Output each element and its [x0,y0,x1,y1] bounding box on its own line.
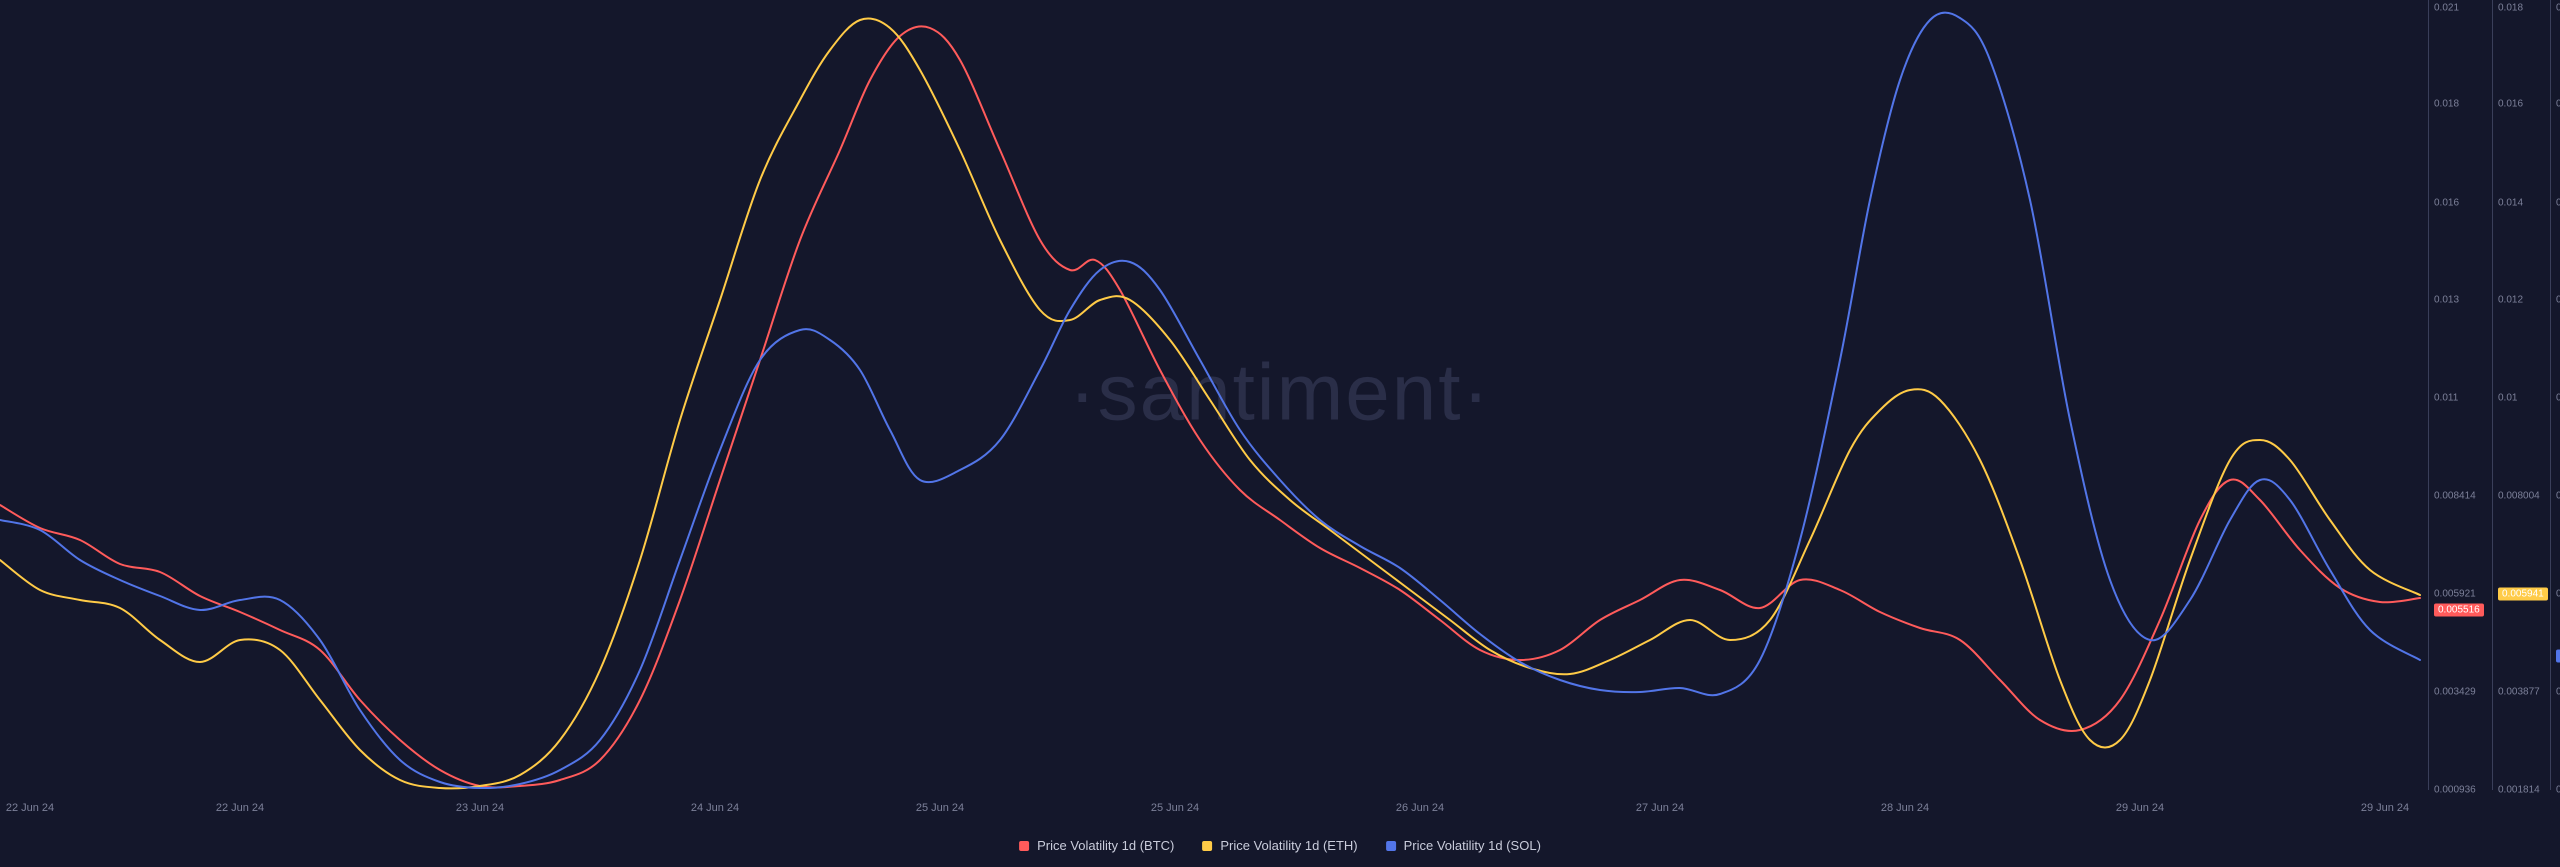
legend-item-sol[interactable]: Price Volatility 1d (SOL) [1386,838,1541,853]
x-tick-label: 22 Jun 24 [6,802,54,814]
y-axis-separator [2550,0,2551,790]
legend: Price Volatility 1d (BTC) Price Volatili… [1019,838,1541,853]
y-tick-label: 0.021 [2434,3,2459,14]
y-tick-label: 0.00692 [2556,687,2560,698]
y-tick-label: 0.012 [2556,589,2560,600]
x-tick-label: 26 Jun 24 [1396,802,1444,814]
x-tick-label: 27 Jun 24 [1636,802,1684,814]
y-tick-label: 0.011 [2434,393,2458,404]
y-tick-label: 0.018 [2498,3,2523,14]
x-tick-label: 23 Jun 24 [456,802,504,814]
y-tick-label: 0.008414 [2434,491,2476,502]
y-tick-label: 0.003429 [2434,687,2476,698]
legend-item-eth[interactable]: Price Volatility 1d (ETH) [1202,838,1357,853]
legend-swatch-sol [1386,841,1396,851]
legend-label: Price Volatility 1d (SOL) [1404,838,1541,853]
y-tick-label: 0.001814 [2498,785,2540,796]
x-tick-label: 28 Jun 24 [1881,802,1929,814]
legend-label: Price Volatility 1d (BTC) [1037,838,1174,853]
y-tick-label: 0.027 [2556,295,2560,306]
y-axis-separator [2492,0,2493,790]
volatility-chart: ·santiment· 22 Jun 2422 Jun 2423 Jun 242… [0,0,2560,867]
y-tick-label: 0.016 [2498,99,2523,110]
y-tick-label: 0.000936 [2434,785,2476,796]
x-tick-label: 24 Jun 24 [691,802,739,814]
y-tick-label: 0.008004 [2498,491,2540,502]
y-tick-label: 0.01 [2498,393,2517,404]
y-tick-label: 0.032 [2556,198,2560,209]
chart-svg [0,0,2560,867]
legend-swatch-btc [1019,841,1029,851]
x-tick-label: 25 Jun 24 [1151,802,1199,814]
y-tick-label: 0.013 [2434,295,2459,306]
current-value-badge: 0.008737 [2556,650,2560,663]
y-tick-label: 0.00199 [2556,785,2560,796]
y-tick-label: 0.005921 [2434,589,2476,600]
current-value-badge: 0.005941 [2498,588,2548,601]
series-line [0,19,2420,789]
y-tick-label: 0.017 [2556,491,2560,502]
y-tick-label: 0.003877 [2498,687,2540,698]
y-tick-label: 0.016 [2434,198,2459,209]
legend-swatch-eth [1202,841,1212,851]
legend-item-btc[interactable]: Price Volatility 1d (BTC) [1019,838,1174,853]
x-tick-label: 29 Jun 24 [2361,802,2409,814]
y-tick-label: 0.012 [2498,295,2523,306]
y-tick-label: 0.018 [2434,99,2459,110]
x-tick-label: 29 Jun 24 [2116,802,2164,814]
current-value-badge: 0.005516 [2434,604,2484,617]
y-axis-separator [2428,0,2429,790]
x-tick-label: 25 Jun 24 [916,802,964,814]
y-tick-label: 0.022 [2556,393,2560,404]
y-tick-label: 0.036 [2556,99,2560,110]
legend-label: Price Volatility 1d (ETH) [1220,838,1357,853]
x-tick-label: 22 Jun 24 [216,802,264,814]
y-tick-label: 0.014 [2498,198,2523,209]
y-tick-label: 0.041 [2556,3,2560,14]
